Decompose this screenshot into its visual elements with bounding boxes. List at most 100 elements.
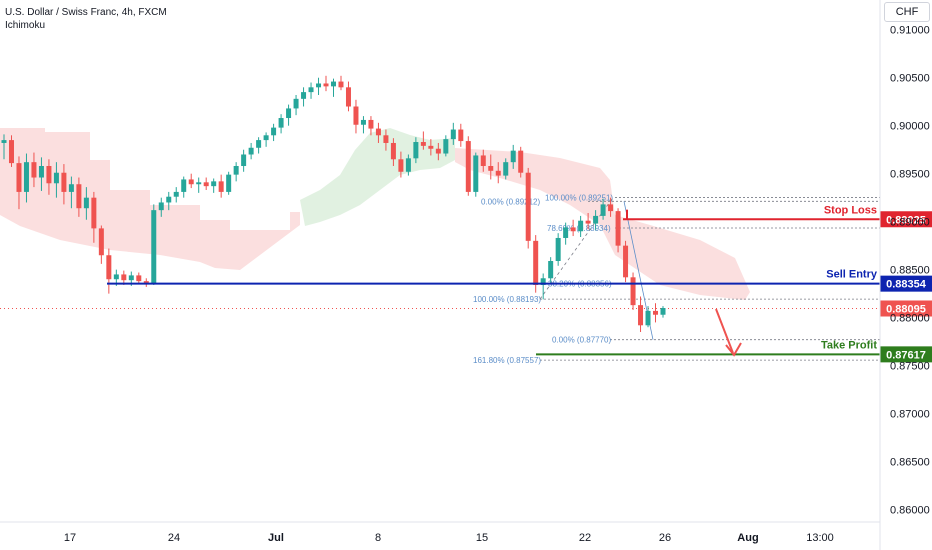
candle-body xyxy=(143,281,149,284)
candle-body xyxy=(353,106,359,125)
price-tick-label: 0.89500 xyxy=(890,169,930,181)
candle-body xyxy=(203,182,209,187)
time-tick-label: Jul xyxy=(268,532,284,544)
candle-body xyxy=(136,275,142,282)
candle-body xyxy=(375,128,381,136)
candle-body xyxy=(91,197,97,229)
price-tick-label: 0.89000 xyxy=(890,217,930,229)
candle-body xyxy=(181,179,187,192)
candle-body xyxy=(360,119,366,125)
candle-body xyxy=(316,83,322,88)
fib-level-label: 161.80% (0.87557) xyxy=(473,356,541,365)
price-tick-label: 0.90000 xyxy=(890,121,930,133)
candle-body xyxy=(443,139,449,154)
candle-body xyxy=(593,215,599,224)
candle-body xyxy=(218,181,224,192)
candle-body xyxy=(608,204,614,212)
candle-body xyxy=(645,310,651,326)
candle-body xyxy=(653,310,659,315)
current-price-value: 0.88095 xyxy=(886,303,926,315)
candle-body xyxy=(323,83,329,87)
candle-body xyxy=(8,140,14,164)
candle-body xyxy=(578,220,584,232)
candle-body xyxy=(495,170,501,176)
candle-body xyxy=(510,150,516,163)
candle-body xyxy=(226,174,232,192)
candle-body xyxy=(46,166,52,184)
candle-body xyxy=(166,196,172,203)
candle-body xyxy=(241,154,247,167)
take-profit-price-value: 0.87617 xyxy=(886,349,926,361)
candle-body xyxy=(1,140,7,143)
candle-body xyxy=(83,197,89,209)
time-tick-label: Aug xyxy=(737,532,758,544)
candle-body xyxy=(61,172,67,192)
candle-body xyxy=(413,142,419,159)
candle-body xyxy=(293,98,299,109)
candle-body xyxy=(196,182,202,185)
candle-body xyxy=(368,119,374,129)
candle-body xyxy=(233,166,239,175)
price-tick-label: 0.88000 xyxy=(890,313,930,325)
candle-body xyxy=(68,184,74,192)
candle-body xyxy=(428,145,434,149)
candle-body xyxy=(555,237,561,261)
currency-button[interactable]: CHF xyxy=(884,2,930,22)
candle-body xyxy=(23,162,29,192)
candle-body xyxy=(563,227,569,238)
fib-level-label: 0.00% (0.89212) xyxy=(481,197,540,206)
price-tick-label: 0.88500 xyxy=(890,265,930,277)
stop-loss-label: Stop Loss xyxy=(824,204,877,216)
candle-body xyxy=(188,179,194,185)
candle-body xyxy=(398,159,404,172)
price-tick-label: 0.87500 xyxy=(890,361,930,373)
take-profit-price-tag xyxy=(880,346,932,363)
time-tick-label: 15 xyxy=(476,532,488,544)
candle-body xyxy=(53,172,59,184)
take-profit-label: Take Profit xyxy=(821,339,877,351)
candle-body xyxy=(473,155,479,192)
time-tick-label: 8 xyxy=(375,532,381,544)
candle-body xyxy=(435,148,441,154)
ichimoku-cloud-bearish xyxy=(0,128,300,270)
candle-body xyxy=(98,228,104,256)
down-arrow xyxy=(715,308,734,354)
candle-body xyxy=(518,150,524,173)
indicator-label[interactable]: Ichimoku xyxy=(5,20,46,31)
candle-body xyxy=(525,172,531,241)
candle-body xyxy=(106,255,112,280)
time-tick-label: 22 xyxy=(579,532,591,544)
candle-body xyxy=(338,81,344,88)
candle-body xyxy=(383,135,389,143)
candle-body xyxy=(331,81,336,87)
price-tick-label: 0.86000 xyxy=(890,505,930,517)
trade-levels: Stop Loss 0.89025 Sell Entry 0.88354 Take Pr… xyxy=(107,204,932,363)
candlestick-series xyxy=(1,75,666,333)
time-tick-label: 24 xyxy=(168,532,180,544)
candle-body xyxy=(121,274,127,281)
candle-body xyxy=(16,163,22,192)
ichimoku-cloud-bullish xyxy=(300,128,455,226)
sell-entry-label: Sell Entry xyxy=(826,269,878,281)
candle-body xyxy=(630,277,636,306)
candle-body xyxy=(173,191,179,197)
candle-body xyxy=(158,202,164,211)
candle-body xyxy=(248,147,254,155)
time-tick-label: 13:00 xyxy=(806,532,834,544)
fib-level-label: 0.00% (0.87770) xyxy=(552,336,611,345)
candle-body xyxy=(615,211,621,246)
time-tick-label: 26 xyxy=(659,532,671,544)
candle-body xyxy=(420,142,426,146)
candle-body xyxy=(113,274,119,280)
candle-body xyxy=(308,87,314,93)
price-tick-label: 0.91000 xyxy=(890,25,930,37)
candle-body xyxy=(31,162,37,178)
ichimoku-cloud xyxy=(0,128,750,300)
candle-body xyxy=(660,308,666,315)
candle-body xyxy=(600,204,606,216)
candle-body xyxy=(585,220,591,224)
candle-body xyxy=(503,162,509,176)
time-tick-label: 17 xyxy=(64,532,76,544)
